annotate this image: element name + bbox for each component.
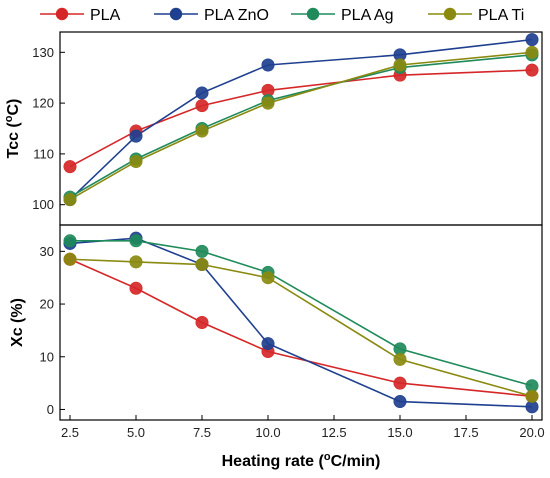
data-point-pla-ti [129,155,143,169]
x-tick-label: 7.5 [193,425,211,440]
data-point-pla [63,160,77,174]
legend-item-pla: PLA [40,7,121,24]
x-tick-label: 10.0 [255,425,280,440]
data-point-pla [393,376,407,390]
y-tick-label: 20 [40,297,54,312]
data-point-pla-ag [195,244,209,258]
data-point-pla-ti [261,271,275,285]
y-tick-label: 130 [32,45,54,60]
data-point-pla-zno [195,86,209,100]
data-point-pla-ti [129,255,143,269]
data-point-pla [195,315,209,329]
data-point-pla-ti [63,252,77,266]
series-line-pla-ti [69,258,533,398]
legend-item-pla-ag: PLA Ag [291,7,394,24]
data-point-pla-ti [525,389,539,403]
series-layer [63,33,539,414]
data-point-pla-zno [261,337,275,351]
data-point-pla-zno [393,395,407,409]
x-tick-label: 5.0 [127,425,145,440]
legend-item-pla-ti: PLA Ti [428,7,524,24]
data-point-pla [195,99,209,113]
series-line-pla [69,69,533,168]
data-point-pla [129,281,143,295]
legend-item-pla-zno: PLA ZnO [154,7,269,24]
x-tick-label: 2.5 [61,425,79,440]
legend-marker [169,7,183,21]
x-tick-label: 20.0 [519,425,544,440]
data-point-pla-ti [63,193,77,207]
data-point-pla-zno [525,33,539,47]
legend-marker [443,7,457,21]
y-tick-label: 110 [33,146,54,161]
data-point-pla-ti [393,58,407,72]
data-point-pla-zno [129,129,143,143]
legend-label: PLA Ti [478,7,524,24]
data-point-pla-ti [261,96,275,110]
x-tick-label: 17.5 [453,425,478,440]
data-point-pla-ag [129,234,143,248]
series-line-pla-zno [69,237,533,408]
y-tick-label: 0 [47,402,54,417]
y-tick-label: 120 [32,96,54,111]
data-point-pla-ti [525,45,539,59]
series-line-pla-ag [70,240,533,387]
tick-marks: 2.5 5.0 7.5 10.0 12.5 15.0 17.5 20.010011012013… [32,45,544,440]
y-tick-label: 100 [32,197,54,212]
legend: PLA PLA ZnO PLA Ag PLA Ti [40,7,524,24]
y-tick-label: 30 [40,244,54,259]
y-tick-label: 10 [40,349,54,364]
data-point-pla-ti [195,124,209,138]
series-line-pla [69,258,533,398]
x-tick-label: 12.5 [321,425,346,440]
data-point-pla [525,63,539,77]
series-line-pla-zno [69,38,533,201]
data-point-pla-ti [195,258,209,272]
legend-label: PLA ZnO [204,7,269,24]
legend-marker [55,7,69,21]
data-point-pla-zno [261,58,275,72]
tcc-axis-title: Tcc (oC) [3,99,22,159]
x-tick-label: 15.0 [387,425,412,440]
series-line-pla-ag [69,54,533,198]
series-line-pla-ti [69,51,533,201]
data-point-pla-ti [393,352,407,366]
legend-marker [306,7,320,21]
legend-label: PLA Ag [341,7,394,24]
xc-axis-title: Xc (%) [9,298,26,347]
data-point-pla-ag [63,234,77,248]
x-axis-title: Heating rate (oC/min) [222,451,381,470]
xc-panel-frame [59,224,543,421]
legend-label: PLA [90,7,121,24]
